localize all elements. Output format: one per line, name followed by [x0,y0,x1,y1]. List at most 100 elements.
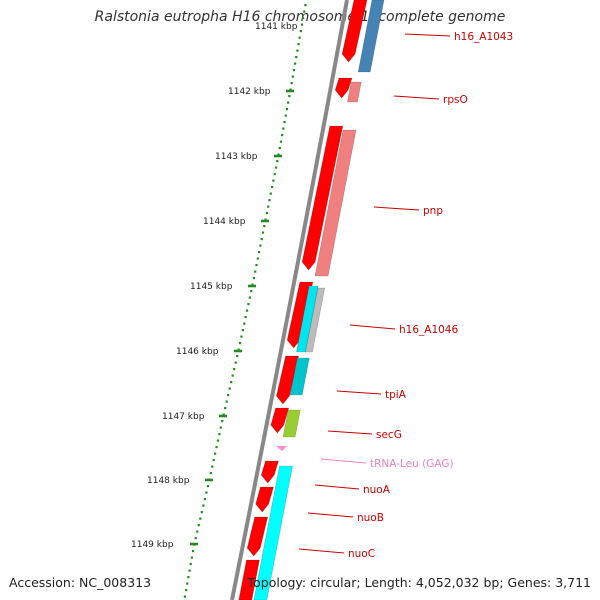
gene-label-nuoA: nuoA [363,484,391,496]
ruler-minor-tick [285,108,289,111]
ruler-minor-tick [186,582,189,585]
gene-label-h16_A1046: h16_A1046 [399,324,458,336]
ruler-minor-tick [276,160,279,163]
gene-label-nuoC: nuoC [348,548,375,560]
leader-line-h16_A1043 [404,33,451,37]
ruler-label: 1145 kbp [190,282,233,292]
ruler-minor-tick [269,192,272,195]
ruler-minor-tick [251,283,254,286]
ruler-minor-tick [278,147,281,150]
ruler-minor-tick [183,595,187,598]
feature-trna-leu [276,446,287,451]
ruler-minor-tick [284,114,287,117]
accession-text: Accession: NC_008313 [9,575,152,590]
ruler-minor-tick [244,316,247,319]
ruler-minor-tick [212,459,215,462]
kbp-ruler: 1141 kbp 1142 kbp 1143 kbp 1144 kbp 1145 kbp… [131,4,307,598]
ruler-minor-tick [287,101,290,104]
ruler-minor-tick [230,381,233,384]
ruler-minor-tick [241,329,244,332]
ruler-minor-tick [202,504,205,507]
ruler-minor-tick [184,589,188,592]
gene-label-trnaLeu: tRNA-Leu (GAG) [370,458,454,470]
gene-label-h16_A1043: h16_A1043 [454,31,513,43]
feature-pnp [314,129,357,277]
ruler-major-tick [261,219,269,223]
ruler-minor-tick [298,36,301,39]
leader-line-h16_A1046 [349,324,396,330]
ruler-minor-tick [259,244,262,247]
ruler-minor-tick [222,413,225,416]
ruler-label: 1142 kbp [228,87,271,97]
cds-rpsO-strand [334,77,353,99]
ruler-minor-tick [197,524,200,527]
cds-pnp-strand [301,125,344,271]
ruler-minor-tick [290,82,293,85]
ruler-minor-tick [238,342,242,345]
ruler-minor-tick [279,140,283,143]
ruler-label-partial: 1141 kbp [255,22,298,32]
leader-line-trnaLeu [320,458,367,464]
ruler-minor-tick [265,212,268,215]
cds-nuoD-strand [238,559,260,600]
ruler-minor-tick [219,426,222,429]
ruler-minor-tick [272,179,275,182]
ruler-minor-tick [291,75,294,78]
ruler-minor-tick [260,238,263,241]
ruler-minor-tick [245,309,249,312]
ruler-minor-tick [282,127,285,130]
ruler-minor-tick [209,472,212,475]
ruler-label: 1149 kbp [131,540,174,550]
map-title: Ralstonia eutropha H16 chromosome 1, com… [94,9,506,25]
ruler-minor-tick [236,355,239,358]
cds-nuoB-strand [255,486,274,513]
feature-track [238,0,385,600]
gene-label-pnp: pnp [423,205,443,217]
ruler-minor-tick [300,23,304,26]
ruler-minor-tick [281,134,284,137]
ruler-minor-tick [211,465,214,468]
cds-h16-A1046-strand [286,281,314,349]
leader-line-nuoA [314,484,360,490]
ruler-minor-tick [196,530,199,533]
ruler-minor-tick [256,257,259,260]
ruler-minor-tick [289,88,292,91]
ruler-minor-tick [283,121,286,124]
feature-h16-A1046 [296,285,319,353]
ruler-label: 1147 kbp [162,412,205,422]
ruler-minor-tick [227,394,230,397]
feature-h16-A1043 [357,0,385,73]
cds-nuoA-strand [260,460,279,484]
ruler-minor-tick [240,335,243,338]
ruler-major-tick [274,154,282,158]
ruler-minor-tick [250,290,253,293]
ruler-minor-tick [295,56,298,59]
leader-line-pnp [373,206,420,211]
leader-line-tpiA [336,390,382,395]
ruler-minor-tick [247,303,250,306]
chromosome-backbone [230,0,349,600]
ruler-minor-tick [216,439,220,442]
ruler-minor-tick [271,186,274,189]
feature-secG [282,409,301,438]
ruler-minor-tick [263,225,266,228]
ruler-minor-tick [231,374,234,377]
ruler-label: 1143 kbp [215,152,258,162]
ruler-minor-tick [254,270,257,273]
ruler-minor-tick [268,199,271,202]
gene-label-secG: secG [376,429,402,441]
ruler-minor-tick [297,43,300,46]
ruler-minor-tick [302,17,305,20]
ruler-minor-tick [294,62,297,65]
label-leaders [298,33,451,554]
ruler-minor-tick [218,433,221,436]
ruler-minor-tick [277,153,280,156]
ruler-minor-tick [296,49,299,52]
ruler-minor-tick [299,30,302,33]
ruler-minor-tick [243,322,246,325]
ruler-minor-tick [191,550,195,553]
ruler-label: 1146 kbp [176,347,219,357]
ruler-minor-tick [221,420,224,423]
